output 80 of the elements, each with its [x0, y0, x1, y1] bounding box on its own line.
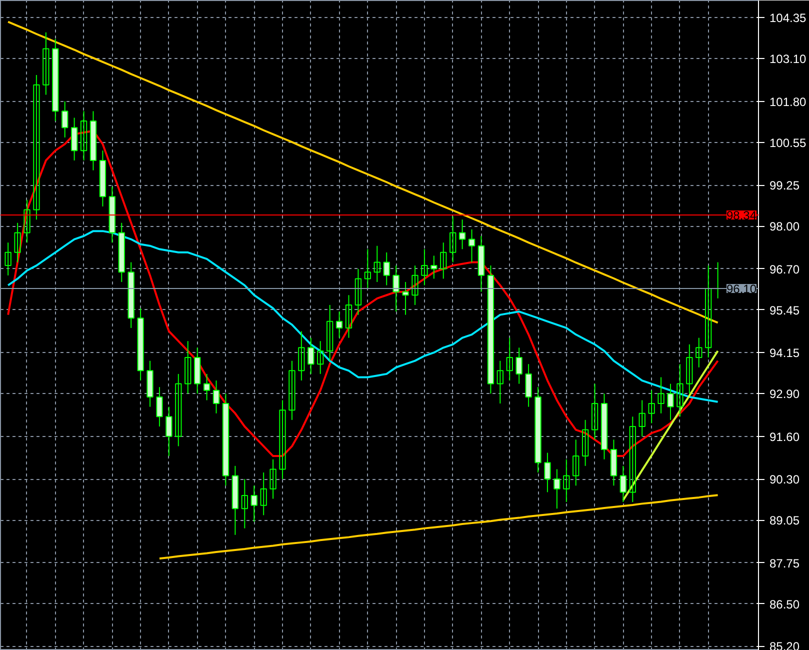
candlestick — [260, 472, 267, 516]
candlestick — [696, 337, 702, 368]
candlestick — [676, 364, 684, 418]
line-series — [7, 20, 719, 324]
candlestick — [24, 199, 30, 244]
y-tick-label: 99.25 — [770, 178, 800, 193]
candlestick — [212, 380, 220, 414]
candlestick — [279, 400, 286, 480]
candlestick — [440, 242, 447, 280]
candlestick — [4, 242, 12, 276]
candlestick — [166, 406, 172, 457]
candlestick — [402, 281, 409, 316]
candlestick — [62, 100, 68, 138]
candlestick — [298, 330, 305, 382]
candlestick — [288, 360, 296, 420]
ref-line-label: 98.34 — [726, 208, 757, 222]
candlestick — [317, 340, 324, 374]
y-tick-label: 96.70 — [770, 262, 800, 276]
candlestick — [572, 439, 580, 486]
candlestick — [412, 265, 418, 306]
candlestick — [241, 478, 248, 529]
candlestick — [345, 294, 352, 338]
y-tick-label: 90.30 — [770, 472, 800, 487]
candlestick — [364, 248, 372, 290]
candlestick — [42, 32, 50, 96]
y-tick-label: 100.55 — [770, 136, 807, 150]
candlestick — [383, 252, 390, 286]
y-tick-label: 95.45 — [770, 303, 800, 318]
candlestick — [421, 248, 428, 286]
candlestick — [544, 452, 551, 493]
candlestick — [506, 337, 513, 382]
candlestick — [620, 465, 627, 503]
candlestick — [326, 304, 334, 362]
candlestick — [270, 458, 276, 500]
candlestick — [667, 383, 674, 420]
candlestick — [80, 110, 88, 161]
candlestick — [308, 337, 314, 374]
candlestick — [156, 386, 163, 427]
candlestick — [686, 344, 693, 394]
candlestick — [554, 468, 560, 510]
candlestick — [629, 416, 636, 503]
candlestick — [250, 485, 258, 522]
candlestick — [336, 311, 343, 338]
candlestick — [33, 74, 40, 220]
candlestick — [458, 219, 466, 250]
candlestick — [591, 383, 598, 440]
candlestick — [70, 117, 78, 161]
line-series — [158, 494, 719, 560]
candlestick — [648, 390, 655, 424]
y-tick-label: 89.05 — [770, 514, 800, 528]
y-tick-label: 103.10 — [770, 52, 807, 66]
ref-line-label: 96.10 — [726, 282, 757, 296]
candlestick — [374, 245, 380, 282]
y-tick-label: 101.80 — [770, 94, 807, 109]
candlestick — [563, 458, 570, 503]
y-tick-label: 91.60 — [770, 430, 800, 444]
candlestick — [468, 228, 476, 263]
candlestick — [658, 376, 664, 414]
candlestick — [203, 373, 210, 401]
line-series — [7, 230, 719, 403]
candlestick — [184, 340, 192, 394]
candlestick — [582, 419, 589, 466]
candlestick — [450, 216, 456, 263]
candlestick — [705, 265, 712, 358]
candlestick — [638, 400, 646, 437]
candlestick — [14, 222, 21, 263]
candlestick — [175, 373, 182, 447]
candlestick — [525, 364, 532, 408]
y-tick-label: 98.00 — [770, 220, 800, 234]
candlestick — [430, 255, 438, 280]
y-tick-label: 94.15 — [770, 346, 800, 360]
y-tick-label: 87.75 — [770, 556, 800, 570]
candlestick — [392, 265, 400, 312]
candlestick — [496, 360, 504, 404]
y-tick-label: 104.35 — [770, 11, 807, 26]
line-series — [622, 350, 719, 502]
candlestick — [516, 347, 522, 384]
y-tick-label: 86.50 — [770, 597, 800, 612]
y-tick-label: 92.90 — [770, 387, 800, 402]
candlestick — [354, 268, 362, 316]
